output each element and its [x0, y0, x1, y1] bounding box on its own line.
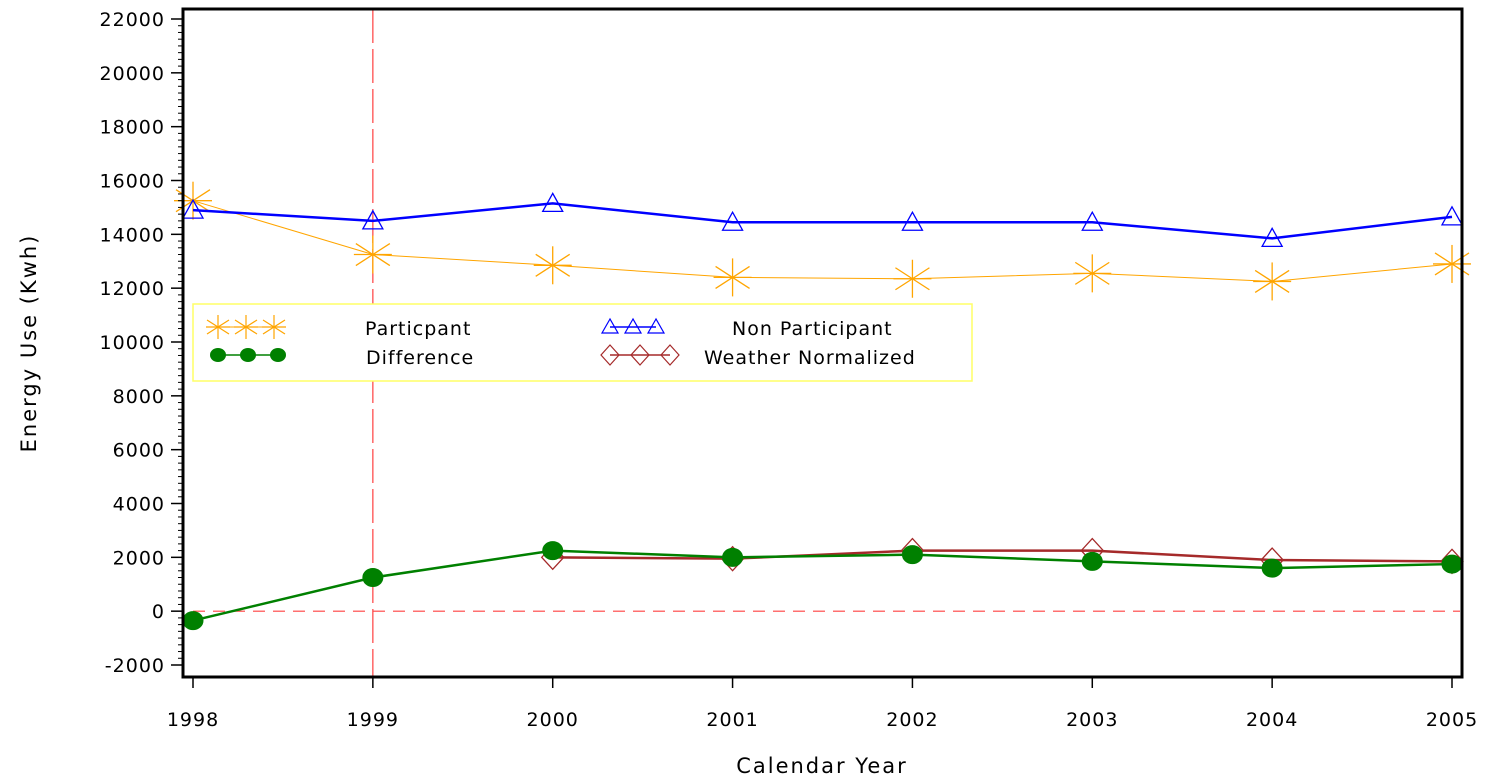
- legend-label-non-participant: Non Participant: [732, 318, 893, 340]
- series-line-weather-normalized: [552, 549, 1453, 563]
- series-non-participant: [181, 192, 1464, 248]
- y-tick-label: 14000: [100, 224, 165, 246]
- legend-marker-particpant: [234, 315, 258, 339]
- data-point-difference: [542, 541, 564, 561]
- legend-box: [192, 303, 973, 382]
- data-point-non-participant: [541, 192, 564, 213]
- data-point-particpant: [353, 235, 392, 274]
- series-line-difference: [192, 549, 1453, 622]
- data-point-non-participant: [901, 210, 924, 231]
- data-point-difference: [722, 547, 744, 567]
- data-point-particpant: [713, 258, 752, 297]
- y-tick-label: 20000: [100, 63, 165, 85]
- data-point-difference: [1081, 551, 1103, 571]
- legend-label-weather-normalized: Weather Normalized: [704, 347, 916, 369]
- axes: -2000 0 2000 4000 6000 8000 10000 12000 14000 160…: [100, 7, 1478, 731]
- y-tick-label: 0: [152, 601, 165, 623]
- y-tick-label: 10000: [100, 332, 165, 354]
- legend-item-difference: Difference: [210, 347, 474, 369]
- legend-marker-weather-normalized: [630, 344, 650, 366]
- series-difference: [182, 541, 1463, 631]
- legend-item-particpant: Particpant: [206, 315, 471, 340]
- y-axis-title: Energy Use (Kwh): [17, 234, 41, 453]
- series-line-non-participant: [192, 202, 1453, 240]
- data-point-particpant: [1073, 254, 1112, 293]
- data-point-non-participant: [1081, 210, 1104, 231]
- x-tick-label: 2002: [886, 709, 938, 731]
- data-point-difference: [1441, 554, 1463, 574]
- data-point-non-participant: [361, 209, 384, 230]
- y-tick-label: 6000: [113, 440, 165, 462]
- x-tick-label: 1999: [347, 709, 399, 731]
- legend-marker-difference: [240, 348, 256, 362]
- x-tick-label: 2003: [1066, 709, 1118, 731]
- x-tick-label: 2004: [1246, 709, 1298, 731]
- data-point-difference: [1261, 558, 1283, 578]
- y-tick-label: 12000: [100, 278, 165, 300]
- legend-marker-difference: [210, 348, 226, 362]
- x-tick-label: 2001: [706, 709, 758, 731]
- x-tick-label: 1998: [167, 709, 219, 731]
- data-point-non-participant: [1440, 205, 1464, 226]
- plot-area: [174, 9, 1471, 677]
- legend-marker-non-participant: [623, 317, 643, 334]
- legend-marker-particpant: [262, 315, 286, 339]
- y-tick-label: 4000: [113, 494, 165, 516]
- x-axis-title: Calendar Year: [736, 754, 908, 777]
- data-point-non-participant: [1261, 227, 1284, 248]
- legend-item-non-participant: Non Participant: [600, 317, 893, 340]
- data-point-difference: [901, 545, 923, 565]
- series-particpant: [174, 181, 1471, 301]
- data-point-particpant: [1253, 262, 1292, 301]
- data-point-difference: [362, 568, 384, 588]
- legend-marker-non-participant: [646, 317, 666, 334]
- data-point-particpant: [1433, 244, 1471, 283]
- legend-label-difference: Difference: [366, 347, 474, 369]
- y-tick-label: -2000: [105, 655, 165, 677]
- data-point-difference: [182, 611, 204, 631]
- data-point-non-participant: [181, 198, 205, 219]
- legend: Particpant Non Participant Difference Weath…: [192, 303, 973, 382]
- x-tick-label: 2005: [1426, 709, 1478, 731]
- y-tick-label: 18000: [100, 117, 165, 139]
- legend-label-particpant: Particpant: [365, 318, 471, 340]
- series-line-particpant: [192, 200, 1453, 282]
- data-point-particpant: [893, 259, 932, 298]
- legend-marker-non-participant: [600, 317, 620, 334]
- y-tick-label: 16000: [100, 171, 165, 193]
- y-tick-label: 22000: [100, 9, 165, 31]
- data-point-particpant: [533, 246, 572, 285]
- y-tick-label: 2000: [113, 547, 165, 569]
- data-point-non-participant: [721, 210, 744, 231]
- x-tick-label: 2000: [527, 709, 579, 731]
- legend-marker-particpant: [206, 315, 230, 339]
- plot-frame: [181, 7, 1464, 679]
- legend-marker-weather-normalized: [600, 344, 620, 366]
- legend-marker-weather-normalized: [660, 344, 680, 366]
- legend-item-weather-normalized: Weather Normalized: [600, 344, 916, 369]
- y-tick-label: 8000: [113, 386, 165, 408]
- legend-marker-difference: [270, 348, 286, 362]
